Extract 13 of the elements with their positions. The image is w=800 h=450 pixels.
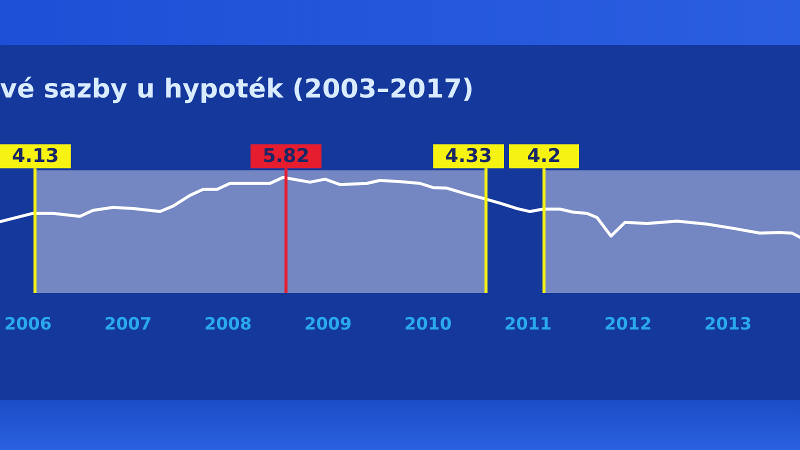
- text: 4.33: [445, 145, 492, 168]
- text: 4.2: [527, 145, 561, 168]
- x-tick-label: 2013: [704, 314, 752, 335]
- text: 4.13: [12, 145, 59, 168]
- x-tick-label: 2007: [104, 314, 152, 335]
- x-tick-label: 2010: [404, 314, 452, 335]
- x-tick-label: 2006: [4, 314, 52, 335]
- x-tick-label: 2012: [604, 314, 652, 335]
- x-tick-label: 2009: [304, 314, 352, 335]
- x-tick-label: 2008: [204, 314, 252, 335]
- chart-title: vé sazby u hypoték (2003–2017): [0, 74, 474, 104]
- text: 5.82: [262, 145, 310, 168]
- x-tick-label: 2011: [504, 314, 552, 335]
